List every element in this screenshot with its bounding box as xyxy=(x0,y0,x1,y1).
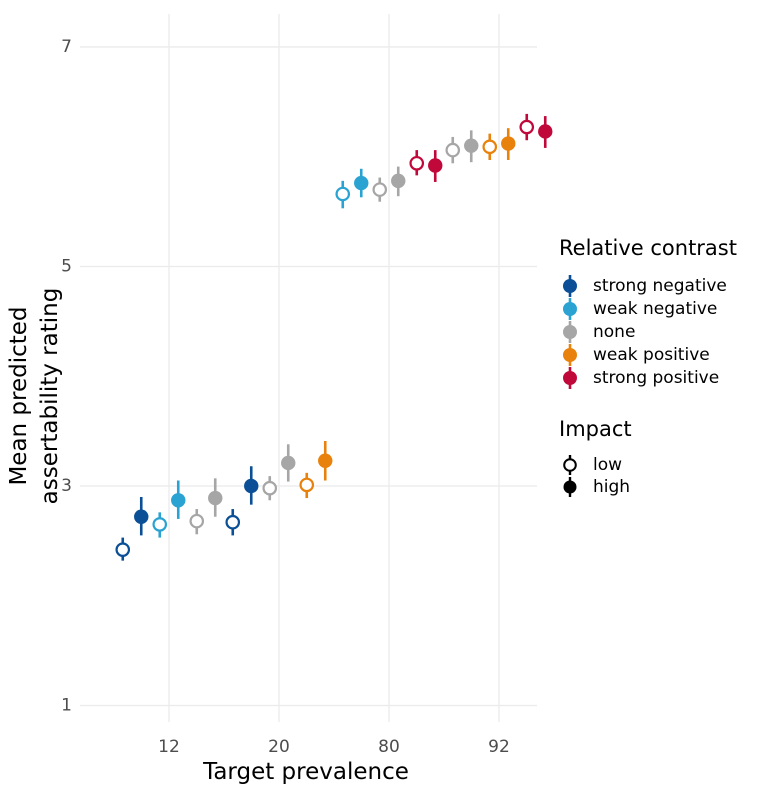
data-point xyxy=(464,130,479,163)
data-point xyxy=(354,168,369,198)
x-tick-label: 20 xyxy=(268,737,290,757)
data-point xyxy=(244,466,259,505)
point-marker xyxy=(318,453,333,468)
data-point xyxy=(482,133,498,160)
x-axis-ticks: 12 20 80 92 xyxy=(158,737,510,757)
legend-label: none xyxy=(593,322,635,342)
point-marker xyxy=(244,478,259,494)
data-point xyxy=(262,476,278,501)
legend-marker xyxy=(563,371,577,385)
data-point xyxy=(335,180,351,209)
point-marker xyxy=(171,493,186,508)
legend-key: none xyxy=(563,321,635,343)
point-marker xyxy=(482,139,498,155)
point-marker xyxy=(391,173,406,189)
y-axis-title-line-2: assertability rating xyxy=(37,288,63,505)
point-marker xyxy=(299,477,315,493)
point-marker xyxy=(134,509,149,524)
point-marker xyxy=(445,142,461,158)
legend-label: low xyxy=(593,455,622,475)
legend-key: weak positive xyxy=(563,344,710,366)
data-point xyxy=(391,166,406,197)
data-point xyxy=(134,496,149,536)
legend-marker xyxy=(563,458,577,472)
y-tick-label: 1 xyxy=(61,696,72,716)
point-marker xyxy=(372,182,388,197)
legend-marker xyxy=(563,325,577,339)
legend-key: low xyxy=(563,455,622,475)
legend-impact-title: Impact xyxy=(559,417,632,441)
data-point xyxy=(189,509,205,535)
point-marker xyxy=(354,175,369,191)
legend-label: strong positive xyxy=(593,368,719,388)
data-point xyxy=(299,472,315,499)
legend-key: strong positive xyxy=(563,367,719,389)
point-marker xyxy=(501,136,516,151)
point-marker xyxy=(409,155,425,171)
point-marker xyxy=(225,514,241,530)
data-point xyxy=(318,440,333,481)
legend-label: strong negative xyxy=(593,276,727,296)
point-marker xyxy=(115,542,131,557)
point-marker xyxy=(335,186,351,202)
data-point xyxy=(115,537,131,561)
y-axis-title-line-1: Mean predicted xyxy=(6,306,32,485)
data-point xyxy=(225,509,241,536)
point-marker xyxy=(152,517,168,532)
grid xyxy=(80,14,537,722)
data-point xyxy=(409,150,425,176)
x-tick-label: 92 xyxy=(488,737,510,757)
legend-label: weak negative xyxy=(593,299,717,319)
data-point xyxy=(152,512,168,538)
legend-label: weak positive xyxy=(593,345,710,365)
point-marker xyxy=(208,490,223,506)
legend-marker xyxy=(563,279,577,293)
y-tick-label: 3 xyxy=(61,476,72,496)
data-point xyxy=(171,480,186,519)
legend-marker xyxy=(563,302,577,316)
x-axis-title: Target prevalence xyxy=(202,759,409,785)
point-marker xyxy=(262,480,278,496)
data-point xyxy=(428,150,443,182)
legend-contrast-title: Relative contrast xyxy=(559,236,737,260)
legend-key: high xyxy=(563,477,630,497)
y-tick-label: 7 xyxy=(61,37,72,57)
legend-label: high xyxy=(593,477,630,497)
point-marker xyxy=(281,455,296,471)
data-point xyxy=(519,113,535,141)
data-point xyxy=(538,116,553,148)
point-marker xyxy=(538,124,553,139)
point-marker xyxy=(464,138,479,153)
legend-contrast: Relative contrast strong negative weak ne… xyxy=(559,236,737,389)
x-tick-label: 80 xyxy=(378,737,400,757)
data-point xyxy=(445,136,461,164)
legend-key: strong negative xyxy=(563,275,727,297)
data-points xyxy=(115,113,553,561)
y-axis-ticks: 1 3 5 7 xyxy=(61,37,72,716)
legend-marker xyxy=(563,348,577,362)
y-tick-label: 5 xyxy=(61,256,72,276)
point-marker xyxy=(519,119,535,135)
data-point xyxy=(372,177,388,202)
data-point xyxy=(501,128,516,160)
legend-marker xyxy=(563,480,577,494)
point-marker xyxy=(428,158,443,173)
legend-key: weak negative xyxy=(563,298,717,320)
point-marker xyxy=(189,513,205,529)
data-point xyxy=(281,444,296,482)
data-point xyxy=(208,478,223,517)
x-tick-label: 12 xyxy=(158,737,180,757)
y-axis-title: Mean predicted assertability rating xyxy=(6,288,63,505)
